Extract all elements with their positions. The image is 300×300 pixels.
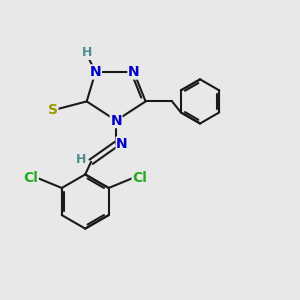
Text: Cl: Cl [23, 171, 38, 185]
Text: H: H [82, 46, 92, 59]
Text: N: N [90, 65, 101, 79]
Text: N: N [110, 114, 122, 128]
Text: S: S [48, 103, 58, 117]
Text: N: N [116, 137, 128, 151]
Text: H: H [76, 153, 86, 166]
Text: Cl: Cl [132, 171, 147, 185]
Text: N: N [128, 65, 140, 79]
